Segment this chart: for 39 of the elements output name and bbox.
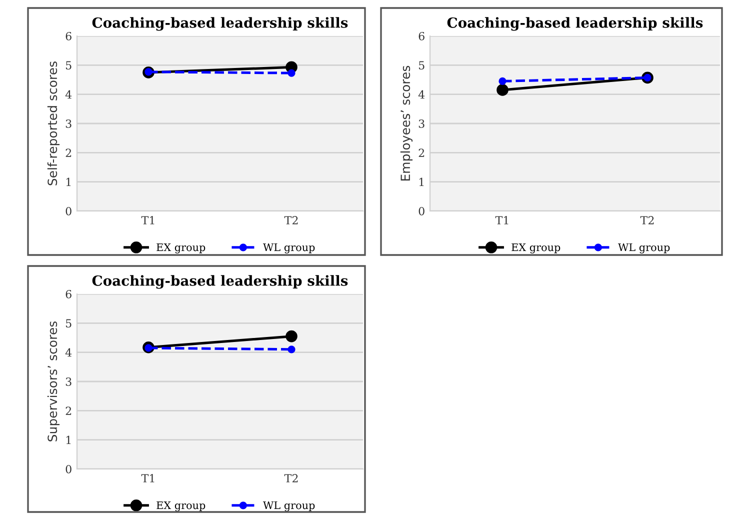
legend-label: WL group (618, 243, 670, 254)
y-tick-label: 1 (419, 178, 424, 186)
y-axis-title: Employees’ scores (400, 66, 413, 181)
y-tick-label: 6 (66, 290, 72, 298)
y-tick-label: 2 (66, 406, 72, 415)
y-tick-label: 4 (65, 348, 72, 357)
y-tick-label: 5 (66, 319, 72, 328)
y-tick-label: 0 (66, 206, 72, 216)
x-tick-label: T1 (495, 216, 508, 224)
y-tick-label: 5 (66, 61, 72, 70)
chart-title: Coaching-based leadership skills (92, 17, 348, 31)
y-tick-label: 1 (66, 178, 71, 186)
legend-label: EX group (156, 243, 206, 254)
y-tick-label: 3 (66, 119, 72, 128)
y-tick-label: 2 (66, 148, 72, 157)
y-axis-title: Supervisors’ scores (47, 321, 60, 442)
y-tick-label: 0 (66, 464, 72, 474)
y-axis-title: Self-reported scores (47, 62, 60, 186)
legend-label: EX group (512, 243, 560, 254)
legend-label: WL group (263, 501, 315, 512)
chart-title: Coaching-based leadership skills (447, 17, 703, 31)
x-tick-label: T1 (141, 216, 154, 224)
x-tick-label: T2 (640, 216, 654, 224)
y-tick-label: 0 (418, 206, 424, 216)
y-tick-label: 5 (419, 61, 424, 70)
y-tick-label: 6 (418, 32, 424, 40)
x-tick-label: T1 (141, 474, 154, 482)
y-tick-label: 4 (418, 90, 425, 99)
legend-label: WL group (263, 243, 315, 254)
y-tick-label: 1 (66, 436, 71, 444)
y-tick-label: 2 (418, 148, 424, 157)
y-tick-label: 3 (66, 377, 72, 386)
chart-title: Coaching-based leadership skills (92, 275, 348, 289)
y-tick-label: 3 (418, 119, 424, 128)
y-tick-label: 4 (65, 90, 72, 99)
x-tick-label: T2 (284, 216, 298, 224)
y-tick-label: 6 (66, 32, 72, 40)
legend-label: EX group (156, 501, 206, 512)
x-tick-label: T2 (284, 474, 298, 482)
